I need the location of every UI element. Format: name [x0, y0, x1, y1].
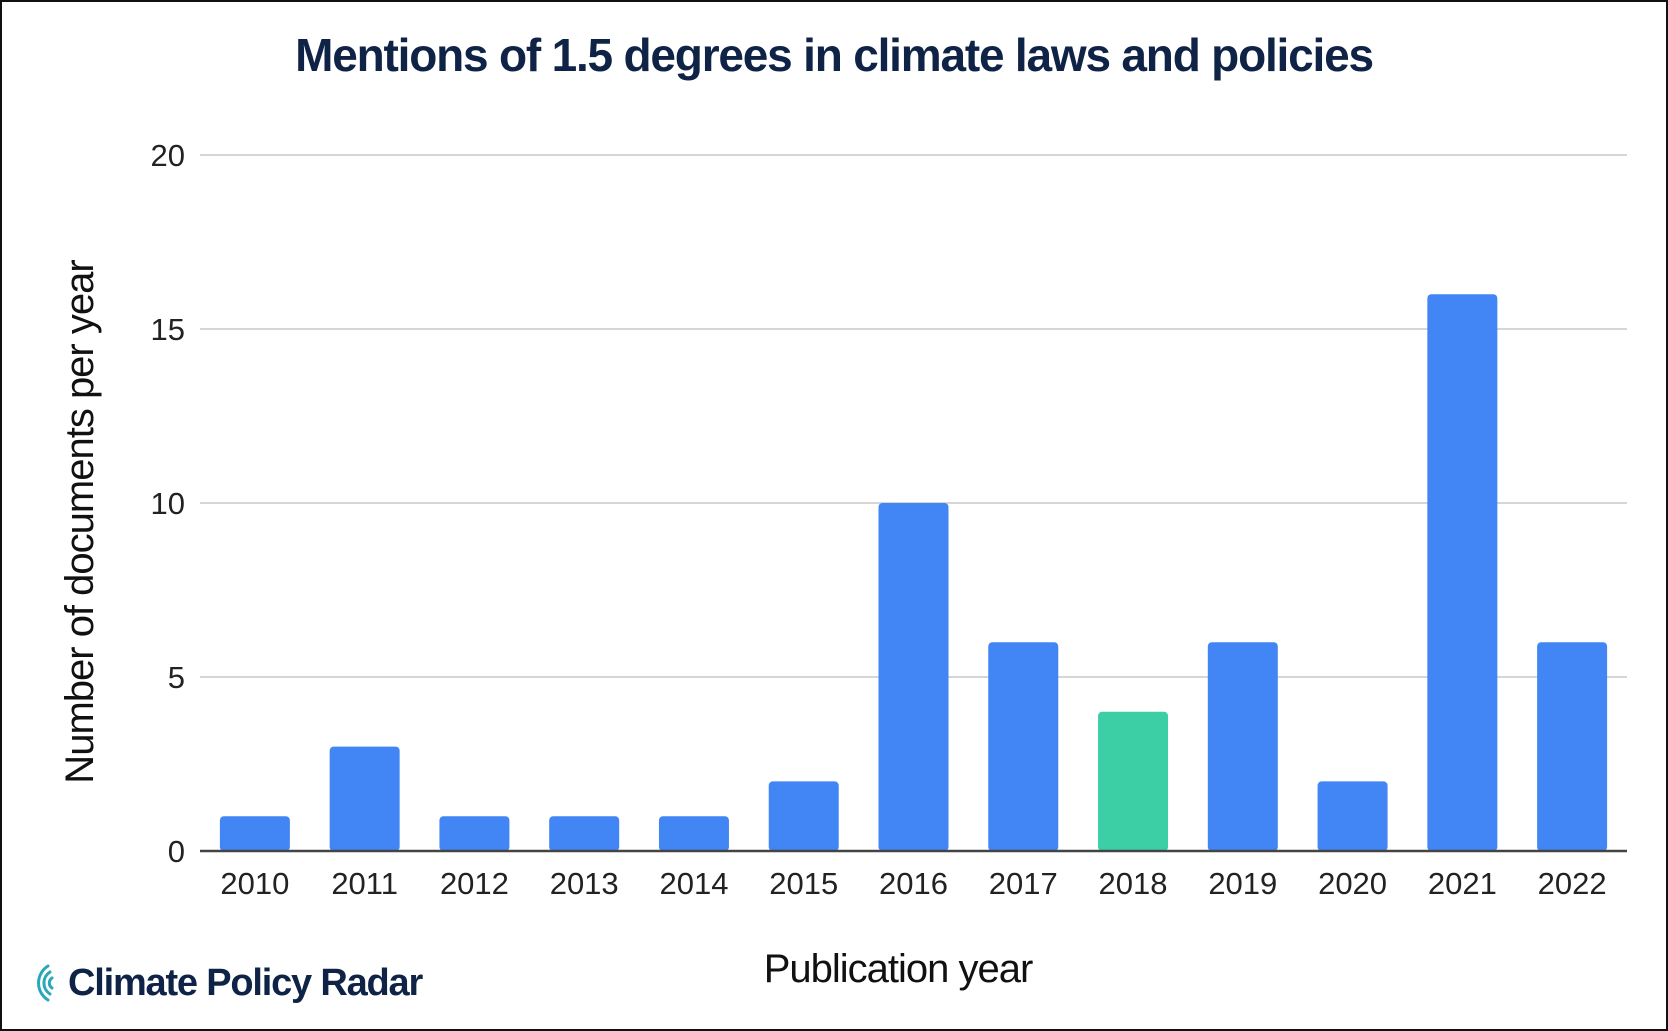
x-tick-label: 2022: [1538, 866, 1607, 901]
x-tick-label: 2017: [989, 866, 1058, 901]
y-tick-label: 15: [151, 312, 185, 347]
y-axis-label: Number of documents per year: [58, 260, 102, 784]
bar-2013: [549, 816, 620, 851]
x-tick-label: 2012: [440, 866, 509, 901]
chart-title: Mentions of 1.5 degrees in climate laws …: [295, 29, 1374, 81]
bar-2015: [768, 781, 839, 851]
bar-2022: [1537, 642, 1608, 851]
y-tick-label: 5: [168, 660, 185, 695]
bar-2021: [1427, 294, 1498, 851]
x-tick-label: 2019: [1208, 866, 1277, 901]
x-tick-label: 2014: [659, 866, 728, 901]
bar-2019: [1207, 642, 1278, 851]
x-tick-label: 2021: [1428, 866, 1497, 901]
x-tick-label: 2015: [769, 866, 838, 901]
brand-logo: Climate Policy Radar: [26, 958, 423, 1008]
radar-arcs-icon: [37, 964, 54, 1002]
bar-2018: [1098, 711, 1169, 851]
x-axis-ticks: 2010 2011 2012 2013 2014 2015 2016 2017 2018 2019…: [220, 866, 1606, 901]
bar-2017: [988, 642, 1059, 851]
x-tick-label: 2020: [1318, 866, 1387, 901]
bar-2016: [878, 503, 949, 851]
x-tick-label: 2013: [550, 866, 619, 901]
bar-2010: [219, 816, 290, 851]
bar-2012: [439, 816, 510, 851]
bar-2020: [1317, 781, 1388, 851]
x-axis-label: Publication year: [764, 947, 1033, 991]
y-tick-label: 10: [151, 486, 185, 521]
y-tick-label: 20: [151, 138, 185, 173]
brand-name: Climate Policy Radar: [68, 961, 423, 1004]
bar-2014: [658, 816, 729, 851]
x-tick-label: 2016: [879, 866, 948, 901]
y-tick-label: 0: [168, 834, 185, 869]
bar-2011: [329, 746, 400, 851]
bars: [219, 294, 1608, 851]
y-axis-ticks: 0 5 10 15 20: [151, 138, 185, 869]
x-tick-label: 2010: [220, 866, 289, 901]
x-tick-label: 2011: [331, 866, 398, 901]
x-tick-label: 2018: [1099, 866, 1168, 901]
